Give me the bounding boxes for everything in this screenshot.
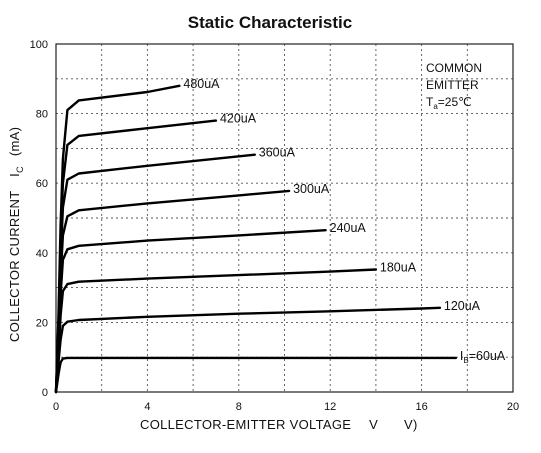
curve-label-layer: IB=60uA 120uA 180uA 240uA 300uA 360uA 420uA 480… [183, 77, 505, 365]
x-tick-label: 8 [236, 401, 242, 413]
annotation-temp: Ta=25℃ [426, 95, 472, 111]
annotation-temp-value: =25℃ [438, 95, 472, 109]
y-tick-label: 20 [36, 317, 48, 329]
y-axis-label-text: COLLECTOR CURRENT [7, 191, 22, 342]
y-tick-label: 60 [36, 178, 48, 190]
y-tick-label: 80 [36, 109, 48, 121]
plot-frame [55, 43, 514, 393]
annotation-line-1: COMMON [426, 61, 482, 75]
y-tick-label: 40 [36, 248, 48, 260]
curve-ib-240uA [54, 229, 327, 394]
curve-label-240uA: 240uA [330, 221, 367, 235]
x-tick-label: 0 [53, 401, 59, 413]
chart-title: Static Characteristic [188, 13, 352, 32]
x-tick-label: 4 [144, 401, 150, 413]
curve-label-300uA: 300uA [293, 182, 330, 196]
y-tick-label: 0 [42, 387, 48, 399]
x-axis-label: COLLECTOR-EMITTER VOLTAGE V V) [140, 417, 418, 432]
x-axis-unit: V) [404, 417, 418, 432]
x-axis-label-text: COLLECTOR-EMITTER VOLTAGE [140, 417, 351, 432]
curve-label-180uA: 180uA [380, 261, 417, 275]
tick-label-layer: 0 4 8 12 16 20 0 20 40 60 80 100 [30, 39, 519, 413]
y-axis-symbol: I [7, 173, 22, 177]
y-axis-unit: (mA) [7, 127, 22, 156]
curve-ib-480uA [54, 84, 181, 394]
annotation-line-2: EMITTER [426, 78, 479, 92]
curve-ib-300uA [54, 189, 291, 394]
curve-layer [54, 84, 458, 394]
curve-label-60uA: IB=60uA [460, 349, 506, 365]
x-axis-symbol: V [369, 417, 378, 432]
curve-label-120uA: 120uA [444, 299, 481, 313]
y-axis-symbol-sub: C [15, 166, 25, 173]
x-tick-label: 12 [324, 401, 336, 413]
curve-ib-360uA [54, 153, 256, 394]
curve-ib-120uA [54, 306, 442, 394]
annotation-box: COMMON EMITTER Ta=25℃ [426, 61, 482, 111]
y-tick-label: 100 [30, 39, 48, 51]
y-axis-label: COLLECTOR CURRENT IC (mA) [7, 127, 26, 342]
curve-ib-60uA [54, 356, 458, 394]
curve-label-480uA: 480uA [183, 77, 220, 91]
curve-label-360uA: 360uA [259, 146, 296, 160]
annotation-temp-symbol: T [426, 95, 434, 109]
annotation-temp-sub: a [433, 102, 438, 111]
x-tick-label: 20 [507, 401, 519, 413]
curve-label-420uA: 420uA [220, 112, 257, 126]
x-tick-label: 16 [415, 401, 427, 413]
